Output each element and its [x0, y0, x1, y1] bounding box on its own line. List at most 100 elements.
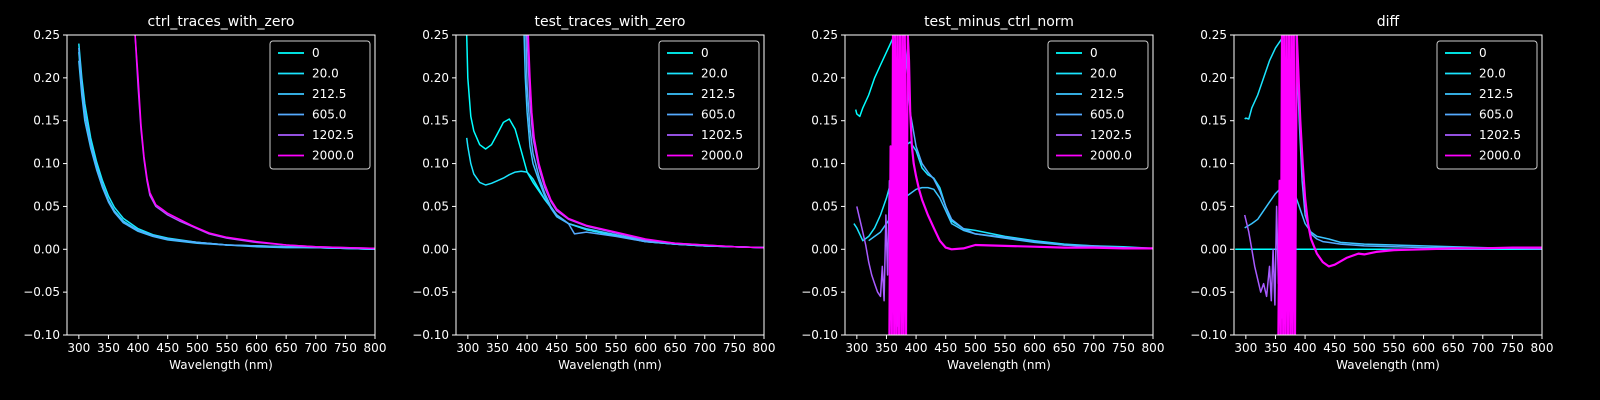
x-tick-label: 400 — [516, 341, 539, 355]
legend-label: 212.5 — [1479, 87, 1513, 101]
x-tick-label: 800 — [1142, 341, 1165, 355]
legend-label: 605.0 — [1479, 108, 1513, 122]
legend-label: 20.0 — [701, 67, 728, 81]
legend-label: 212.5 — [701, 87, 735, 101]
x-tick-label: 550 — [604, 341, 627, 355]
x-tick-label: 550 — [993, 341, 1016, 355]
x-tick-label: 800 — [753, 341, 776, 355]
x-tick-label: 450 — [1323, 341, 1346, 355]
series-line-605-0 — [525, 35, 764, 249]
chart-panel-1: ctrl_traces_with_zero 300 350 400 450 500 550 6… — [23, 14, 386, 372]
y-tick-label: 0.25 — [1200, 28, 1227, 42]
legend-label: 20.0 — [1479, 67, 1506, 81]
legend-label: 1202.5 — [312, 128, 354, 142]
x-tick-label: 700 — [1082, 341, 1105, 355]
y-tick-label: −0.05 — [1190, 285, 1227, 299]
x-axis-label: Wavelength (nm) — [169, 358, 273, 372]
x-tick-label: 600 — [1023, 341, 1046, 355]
y-tick-label: 0.20 — [422, 71, 449, 85]
legend-label: 0 — [1090, 46, 1098, 60]
y-tick-label: 0.20 — [33, 71, 60, 85]
x-tick-label: 350 — [1264, 341, 1287, 355]
legend-label: 2000.0 — [701, 149, 743, 163]
x-tick-label: 450 — [156, 341, 179, 355]
y-tick-label: 0.05 — [422, 199, 449, 213]
y-tick-label: −0.05 — [801, 285, 838, 299]
series-line-2000-0 — [527, 35, 764, 249]
legend-label: 212.5 — [312, 87, 346, 101]
x-tick-label: 400 — [1294, 341, 1317, 355]
x-tick-label: 550 — [215, 341, 238, 355]
axes-frame — [66, 34, 376, 336]
legend-label: 605.0 — [701, 108, 735, 122]
x-tick-label: 600 — [634, 341, 657, 355]
x-tick-label: 350 — [875, 341, 898, 355]
legend-label: 0 — [701, 46, 709, 60]
x-axis-label: Wavelength (nm) — [1336, 358, 1440, 372]
legend-label: 20.0 — [312, 67, 339, 81]
series-line-2000-0 — [1277, 35, 1542, 335]
plot-area — [78, 35, 375, 251]
y-tick-label: 0.05 — [1200, 199, 1227, 213]
y-tick-label: 0.25 — [33, 28, 60, 42]
x-tick-label: 750 — [1501, 341, 1524, 355]
legend-label: 2000.0 — [1090, 149, 1132, 163]
y-tick-label: 0.25 — [811, 28, 838, 42]
y-tick-label: −0.10 — [801, 328, 838, 342]
y-tick-label: −0.05 — [23, 285, 60, 299]
series-line-212-5 — [78, 60, 375, 251]
y-tick-label: −0.10 — [23, 328, 60, 342]
x-axis-label: Wavelength (nm) — [947, 358, 1051, 372]
x-tick-label: 550 — [1382, 341, 1405, 355]
x-tick-label: 300 — [456, 341, 479, 355]
y-tick-label: 0.15 — [1200, 114, 1227, 128]
y-tick-label: 0.00 — [811, 242, 838, 256]
y-tick-label: 0.15 — [811, 114, 838, 128]
axes-frame — [455, 34, 765, 336]
y-tick-label: 0.00 — [1200, 242, 1227, 256]
x-tick-label: 800 — [1531, 341, 1554, 355]
y-tick-label: −0.10 — [412, 328, 449, 342]
legend-label: 1202.5 — [701, 128, 743, 142]
x-tick-label: 650 — [1442, 341, 1465, 355]
series-line-212-5 — [868, 186, 1153, 250]
y-tick-label: 0.05 — [33, 199, 60, 213]
series-line-0 — [854, 35, 896, 118]
y-tick-label: 0.25 — [422, 28, 449, 42]
x-tick-label: 450 — [934, 341, 957, 355]
series-line-20-0 — [1244, 35, 1285, 120]
x-tick-label: 750 — [723, 341, 746, 355]
x-tick-label: 750 — [1112, 341, 1135, 355]
x-tick-label: 700 — [304, 341, 327, 355]
legend: 0 20.0 212.5 605.0 1202.5 2000.0 — [658, 40, 760, 170]
y-tick-label: 0.10 — [1200, 157, 1227, 171]
y-tick-label: 0.15 — [33, 114, 60, 128]
x-axis-label: Wavelength (nm) — [558, 358, 662, 372]
x-tick-label: 500 — [186, 341, 209, 355]
legend-label: 0 — [312, 46, 320, 60]
y-tick-label: 0.10 — [33, 157, 60, 171]
chart-panel-2: test_traces_with_zero 300 350 400 450 500 550 6… — [412, 14, 775, 372]
legend-label: 20.0 — [1090, 67, 1117, 81]
legend: 0 20.0 212.5 605.0 1202.5 2000.0 — [269, 40, 371, 170]
x-tick-label: 300 — [845, 341, 868, 355]
plot-area — [1235, 35, 1542, 335]
axes-frame — [844, 34, 1154, 336]
legend-label: 2000.0 — [1479, 149, 1521, 163]
x-tick-label: 500 — [1353, 341, 1376, 355]
x-tick-label: 300 — [1234, 341, 1257, 355]
legend: 0 20.0 212.5 605.0 1202.5 2000.0 — [1047, 40, 1149, 170]
series-line-2000-0 — [888, 35, 1153, 335]
series-line-20-0 — [853, 141, 1153, 250]
y-tick-label: 0.10 — [811, 157, 838, 171]
y-tick-label: −0.05 — [412, 285, 449, 299]
x-tick-label: 350 — [486, 341, 509, 355]
chart-title: test_traces_with_zero — [535, 14, 686, 30]
series-line-605-0 — [903, 35, 1153, 250]
y-tick-label: 0.15 — [422, 114, 449, 128]
chart-title: ctrl_traces_with_zero — [148, 14, 295, 30]
x-tick-label: 500 — [575, 341, 598, 355]
x-tick-label: 700 — [693, 341, 716, 355]
legend-label: 1202.5 — [1090, 128, 1132, 142]
